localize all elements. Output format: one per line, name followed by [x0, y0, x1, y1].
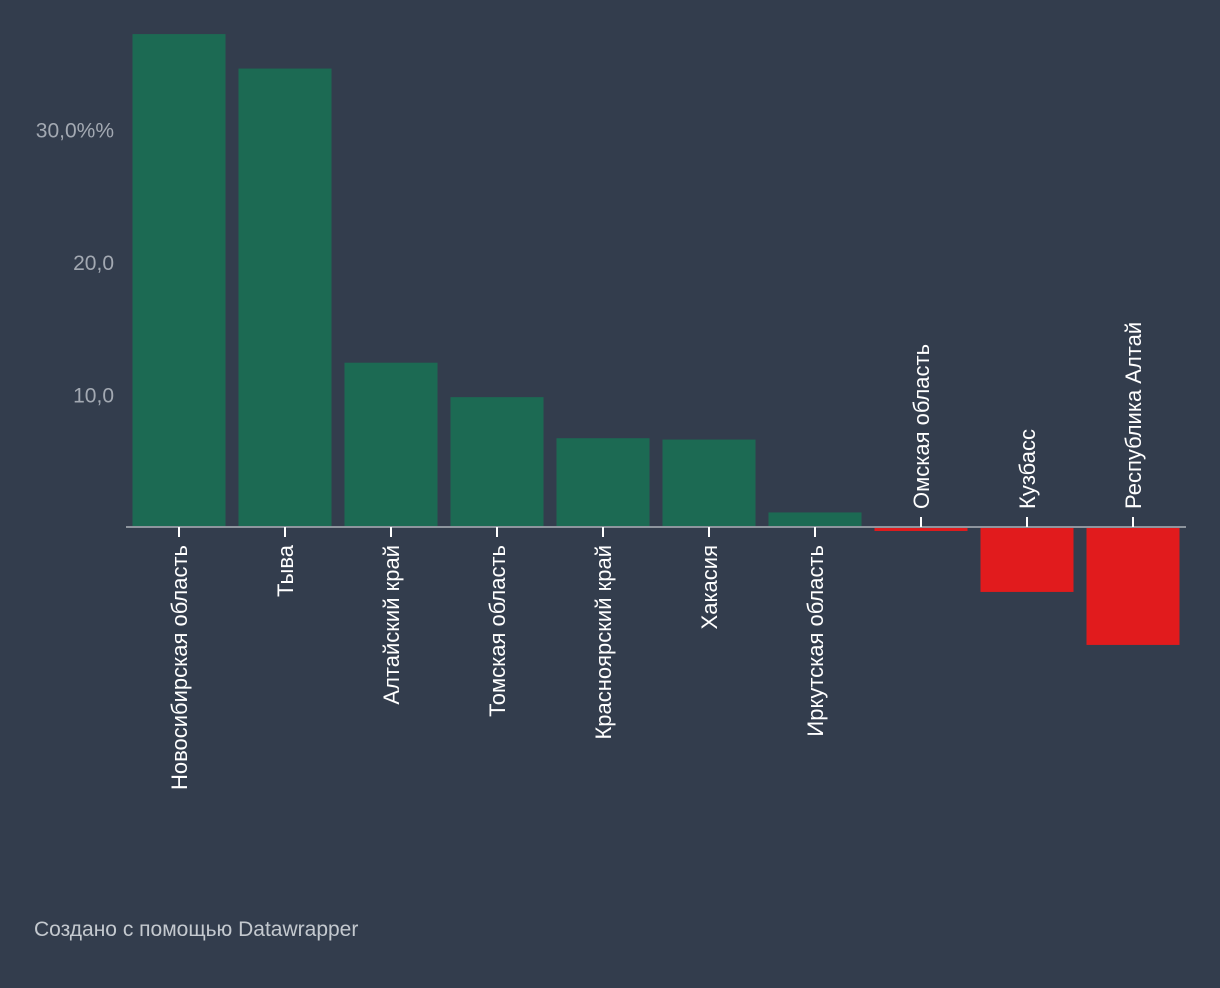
bar-5[interactable]	[556, 438, 650, 527]
y-tick-label: 30,0%%	[36, 120, 114, 143]
bar-3[interactable]	[344, 362, 438, 527]
bar-8[interactable]	[874, 527, 968, 531]
bar-9[interactable]	[980, 527, 1074, 592]
category-label: Тыва	[273, 544, 298, 597]
category-label: Новосибирская область	[167, 545, 192, 790]
category-label: Хакасия	[697, 545, 722, 629]
bar-1[interactable]	[132, 34, 226, 527]
category-label: Красноярский край	[591, 545, 616, 740]
bar-chart: 10,0 20,0 30,0%% Новосибирская область Тыва А…	[36, 34, 1186, 790]
y-tick-label: 10,0	[73, 385, 114, 408]
category-label: Алтайский край	[379, 545, 404, 705]
bar-6[interactable]	[662, 439, 756, 527]
footer-credit[interactable]: Создано с помощью Datawrapper	[34, 918, 359, 941]
category-label: Республика Алтай	[1121, 322, 1146, 509]
bar-4[interactable]	[450, 397, 544, 527]
category-label: Томская область	[485, 545, 510, 717]
category-label: Кузбасс	[1015, 429, 1040, 509]
bar-2[interactable]	[238, 68, 332, 528]
chart-container: 10,0 20,0 30,0%% Новосибирская область Тыва А…	[36, 34, 1186, 790]
bar-10[interactable]	[1086, 527, 1180, 645]
y-tick-label: 20,0	[73, 252, 114, 275]
category-label: Омская область	[909, 344, 934, 509]
bar-7[interactable]	[768, 512, 862, 527]
category-label: Иркутская область	[803, 545, 828, 737]
